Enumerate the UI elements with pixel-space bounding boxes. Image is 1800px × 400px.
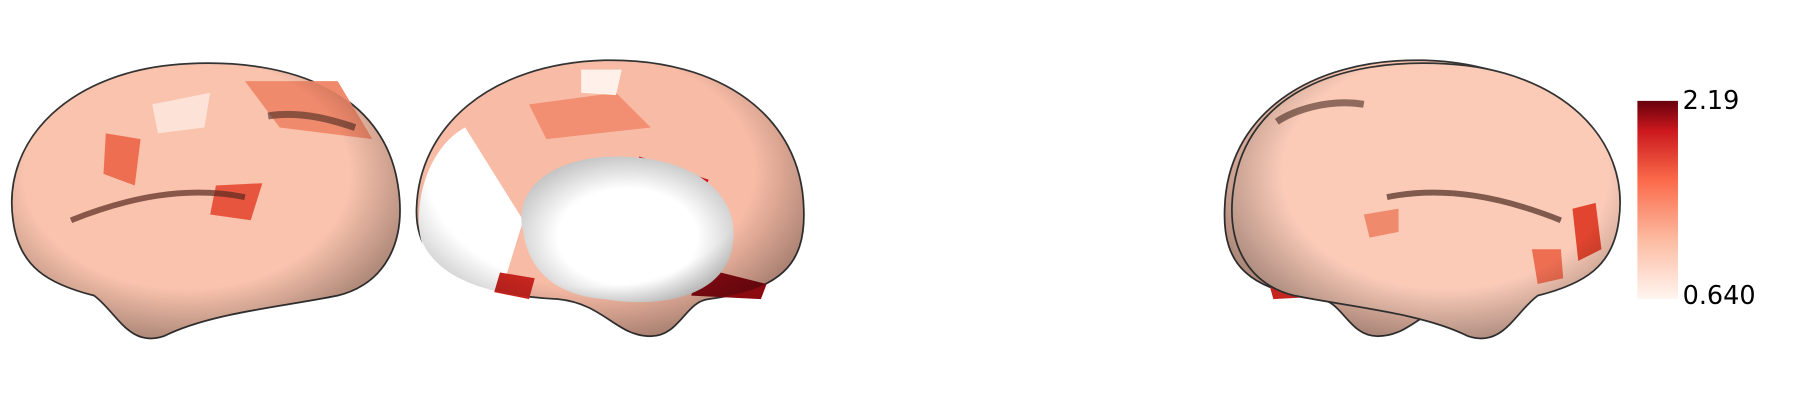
colorbar [1637, 100, 1678, 300]
brain-lateral-left [10, 62, 401, 340]
colorbar-max-label: 2.19 [1683, 86, 1740, 116]
colorbar-min-label: 0.640 [1683, 281, 1756, 311]
brain-lateral-right [1231, 62, 1621, 340]
brain-medial-left [415, 59, 805, 338]
